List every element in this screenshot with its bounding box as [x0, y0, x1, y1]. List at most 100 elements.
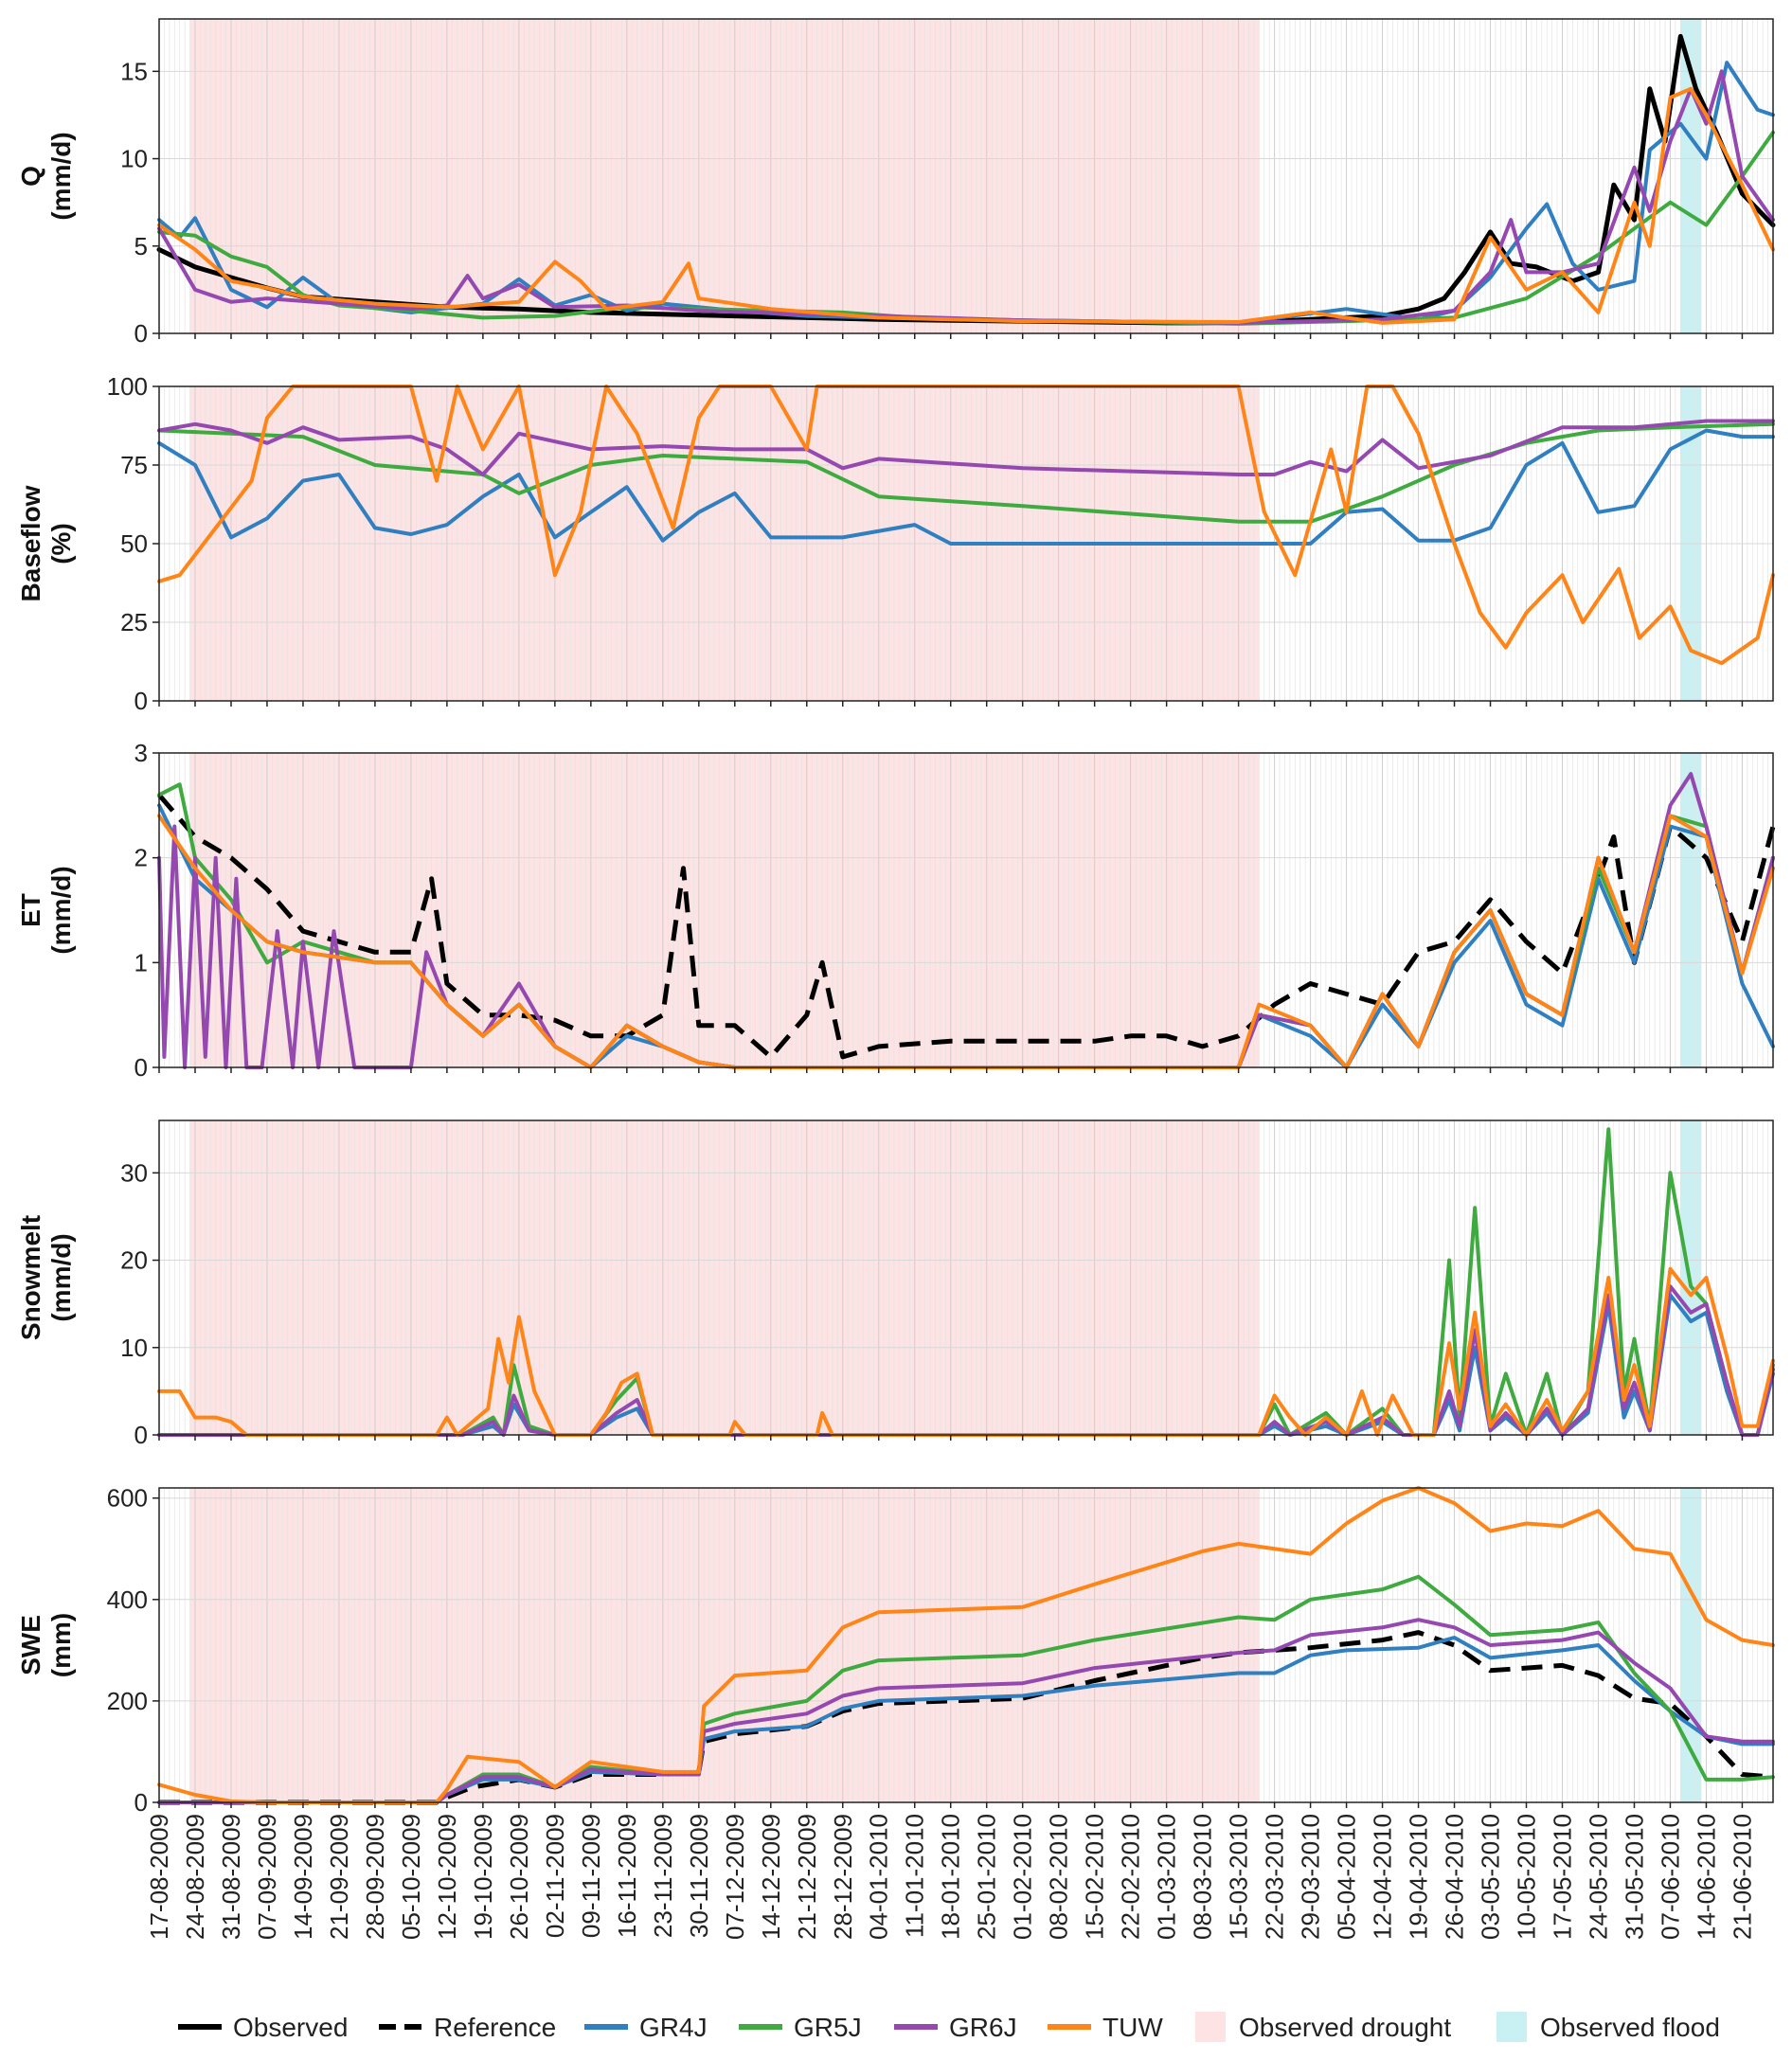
- x-axis: 17-08-2009 24-08-2009 31-08-2009 07-09-2009…: [145, 1814, 1756, 1940]
- x-tick-label: 24-05-2010: [1584, 1814, 1612, 1940]
- panel-frame: [158, 752, 1774, 1068]
- major-grid: [158, 1488, 1743, 1802]
- x-tick-label: 26-10-2009: [505, 1814, 533, 1940]
- y-tick-label: 400: [107, 1585, 148, 1614]
- y-tick-label: 200: [107, 1687, 148, 1715]
- series-tuw: [157, 1486, 1775, 1804]
- y-axis-label: ET(mm/d): [16, 866, 76, 954]
- legend-item-observed-drought: Observed drought: [1195, 2012, 1451, 2042]
- y-tick-label: 3: [134, 739, 148, 767]
- y-tick-label: 0: [134, 319, 148, 348]
- x-tick-label: 05-04-2010: [1333, 1814, 1361, 1940]
- x-tick-label: 12-04-2010: [1369, 1814, 1397, 1940]
- y-axis-label-line: Baseflow: [16, 485, 45, 601]
- y-tick-label: 10: [120, 145, 148, 173]
- y-axis-label-unit: (mm/d): [46, 866, 76, 954]
- legend-label: Reference: [434, 2013, 556, 2042]
- y-axis-label-unit: (mm): [46, 1613, 76, 1677]
- y-tick-label: 15: [120, 57, 148, 85]
- legend-item-gr5j: GR5J: [739, 2013, 862, 2042]
- x-tick-label: 25-01-2010: [973, 1814, 1001, 1940]
- x-tick-label: 07-12-2009: [721, 1814, 749, 1940]
- series-gr4j: [157, 428, 1775, 546]
- x-tick-label: 05-10-2009: [397, 1814, 425, 1940]
- panel-frame: [158, 18, 1774, 334]
- x-tick-label: 07-06-2010: [1656, 1814, 1684, 1940]
- x-tick-label: 22-03-2010: [1261, 1814, 1289, 1940]
- panel-frame: [158, 1487, 1774, 1803]
- legend-swatch: [1195, 2012, 1226, 2042]
- legend-label: GR5J: [794, 2013, 862, 2042]
- y-axis-label: Baseflow(%): [16, 485, 76, 601]
- legend-swatch: [1496, 2012, 1527, 2042]
- x-tick-label: 28-09-2009: [361, 1814, 389, 1940]
- y-axis-label-line: Snowmelt: [16, 1215, 45, 1340]
- x-tick-label: 09-11-2009: [577, 1814, 605, 1938]
- x-tick-label: 22-02-2010: [1117, 1814, 1145, 1940]
- x-tick-label: 17-08-2009: [145, 1814, 173, 1940]
- x-tick-label: 28-12-2009: [829, 1814, 857, 1940]
- legend-item-tuw: TUW: [1048, 2013, 1163, 2042]
- series-tuw: [157, 1266, 1775, 1437]
- x-tick-label: 14-12-2009: [757, 1814, 785, 1940]
- series-gr6j: [157, 1618, 1775, 1804]
- x-tick-label: 02-11-2009: [541, 1814, 569, 1938]
- y-tick-label: 0: [134, 1788, 148, 1817]
- y-tick-label: 10: [120, 1334, 148, 1362]
- series-gr6j: [157, 419, 1775, 476]
- panel-4: 0 10 20 30 Snowmelt(mm/d): [16, 1120, 1775, 1449]
- x-tick-label: 12-10-2009: [433, 1814, 461, 1940]
- x-tick-label: 18-01-2010: [937, 1814, 965, 1940]
- series-reference: [157, 793, 1776, 1060]
- x-tick-label: 19-10-2009: [469, 1814, 497, 1940]
- y-axis-label-line: Q: [16, 166, 45, 187]
- y-tick-label: 0: [134, 1421, 148, 1449]
- y-tick-label: 0: [134, 687, 148, 715]
- y-tick-label: 25: [120, 608, 148, 636]
- y-tick-label: 600: [107, 1484, 148, 1513]
- y-tick-label: 2: [134, 844, 148, 872]
- x-tick-label: 11-01-2010: [901, 1814, 929, 1938]
- panels-layer: 051015Q(mm/d)0255075100Baseflow(%)0123ET…: [16, 18, 1776, 1817]
- legend-item-reference: Reference: [379, 2013, 556, 2042]
- x-tick-label: 03-05-2010: [1477, 1814, 1505, 1940]
- y-axis-label-unit: (mm/d): [46, 1233, 76, 1321]
- y-tick-label: 1: [134, 948, 148, 976]
- x-tick-label: 01-03-2010: [1153, 1814, 1181, 1940]
- y-tick-label: 75: [120, 451, 148, 479]
- x-tick-label: 21-06-2010: [1728, 1814, 1756, 1940]
- legend-label: Observed: [233, 2013, 348, 2042]
- legend: Observed Reference GR4J GR5J GR6J TUW Observed…: [178, 2012, 1720, 2042]
- x-tick-label: 08-03-2010: [1189, 1814, 1217, 1940]
- x-tick-label: 23-11-2009: [649, 1814, 677, 1938]
- legend-label: TUW: [1102, 2013, 1163, 2042]
- x-tick-label: 31-08-2009: [217, 1814, 245, 1940]
- y-tick-label: 0: [134, 1053, 148, 1082]
- panel-5: 0 200 400 600 SWE(mm): [16, 1484, 1775, 1817]
- panel-frame: [158, 1120, 1774, 1436]
- x-tick-label: 29-03-2010: [1297, 1814, 1325, 1940]
- y-axis-label: Snowmelt(mm/d): [16, 1215, 76, 1340]
- legend-item-observed-flood: Observed flood: [1496, 2012, 1720, 2042]
- x-tick-label: 26-04-2010: [1441, 1814, 1469, 1940]
- y-axis-label: Q(mm/d): [16, 132, 76, 220]
- y-axis-label-line: SWE: [16, 1615, 45, 1675]
- y-tick-label: 30: [120, 1158, 148, 1187]
- y-tick-label: 20: [120, 1246, 148, 1275]
- legend-item-gr6j: GR6J: [894, 2013, 1017, 2042]
- legend-label: GR6J: [949, 2013, 1017, 2042]
- x-tick-label: 04-01-2010: [865, 1814, 893, 1940]
- legend-label: Observed drought: [1239, 2013, 1451, 2042]
- legend-label: Observed flood: [1540, 2013, 1720, 2042]
- x-tick-label: 01-02-2010: [1009, 1814, 1037, 1940]
- x-tick-label: 14-09-2009: [289, 1814, 317, 1940]
- panel-1: 0 5 10 15 Q(mm/d): [16, 18, 1776, 348]
- legend-item-observed: Observed: [178, 2013, 348, 2042]
- panel-2: 0 25 50 75 100 Baseflow(%): [16, 372, 1775, 715]
- x-tick-label: 19-04-2010: [1405, 1814, 1433, 1940]
- x-tick-label: 31-05-2010: [1620, 1814, 1648, 1940]
- y-axis-label-unit: (mm/d): [46, 132, 76, 220]
- x-tick-label: 15-02-2010: [1081, 1814, 1109, 1940]
- legend-item-gr4j: GR4J: [584, 2013, 708, 2042]
